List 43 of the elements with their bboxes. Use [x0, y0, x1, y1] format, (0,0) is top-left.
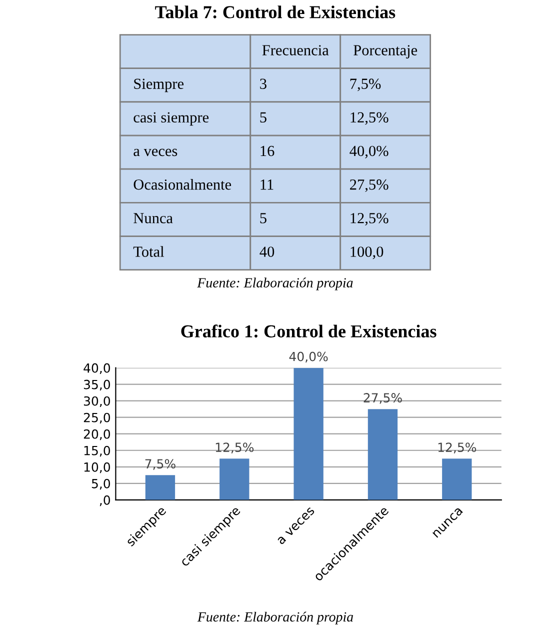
- text: 12,5%: [350, 112, 388, 125]
- category-label: Frecuencia: [262, 45, 329, 56]
- bar: [368, 409, 398, 500]
- text: 40,0%: [350, 146, 388, 158]
- y-tick-label: 15,0: [84, 446, 110, 457]
- category-label: Siempre: [134, 78, 184, 92]
- text: 3: [260, 78, 266, 89]
- data-label: 12,5%: [438, 442, 476, 454]
- chart-title: Grafico 1: Control de Existencias: [181, 324, 436, 338]
- text: 11: [260, 179, 274, 190]
- text: 5: [260, 213, 266, 224]
- bar: [294, 368, 324, 500]
- source-note: Fuente: Elaboración propia: [197, 278, 353, 290]
- category-label: Nunca: [134, 213, 173, 224]
- source-note: Fuente: Elaboración propia: [197, 612, 354, 624]
- y-tick-label: 40,0: [84, 363, 110, 374]
- text: 12,5%: [350, 213, 388, 226]
- bar: [442, 458, 472, 500]
- text: Tabla 7: Control de Existencias: [155, 6, 396, 18]
- y-tick-label: 30,0: [84, 396, 110, 408]
- data-label: 40,0%: [289, 352, 328, 363]
- data-label: 12,5%: [216, 442, 254, 454]
- category-label: Total: [133, 246, 164, 257]
- text: 7,5%: [350, 78, 381, 92]
- text: 5: [260, 112, 266, 123]
- bar: [220, 458, 250, 500]
- data-label: 27,5%: [364, 393, 402, 404]
- category-label: Porcentaje: [354, 45, 418, 58]
- text: 27,5%: [350, 179, 388, 192]
- y-tick-label: ,0: [100, 495, 110, 506]
- category-label: a veces: [134, 148, 178, 156]
- data-label: 7,5%: [145, 459, 176, 470]
- y-tick-label: 25,0: [84, 412, 110, 424]
- category-label: casi siempre: [134, 112, 209, 126]
- text: 16: [260, 146, 274, 156]
- bar: [145, 475, 176, 500]
- text: 40: [260, 246, 274, 257]
- text: 100,0: [350, 246, 384, 260]
- category-label: Ocasionalmente: [134, 178, 232, 190]
- y-tick-label: 10,0: [84, 462, 110, 474]
- y-tick-label: 5,0: [92, 478, 110, 490]
- y-tick-label: 35,0: [84, 380, 110, 391]
- y-tick-label: 20,0: [84, 429, 110, 440]
